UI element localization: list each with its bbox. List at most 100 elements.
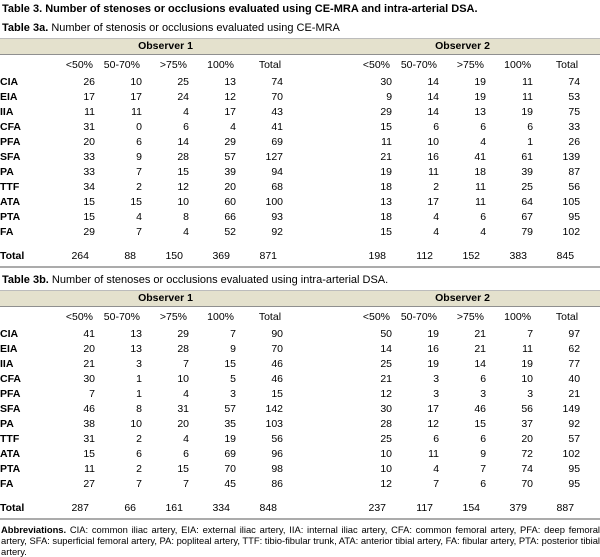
data-cell: 9 bbox=[230, 343, 236, 355]
data-cell: 29 bbox=[177, 328, 189, 340]
data-cell: 3 bbox=[480, 388, 487, 400]
data-cell: 24 bbox=[177, 91, 189, 103]
row-middle-spacer bbox=[283, 447, 345, 462]
table-3b-caption-number: Table 3b. bbox=[2, 274, 49, 286]
row-middle-spacer bbox=[283, 195, 345, 210]
data-cell: 17 bbox=[130, 91, 142, 103]
data-cell: 3 bbox=[230, 388, 236, 400]
column-header: <50% bbox=[65, 311, 93, 323]
column-header: >75% bbox=[456, 311, 485, 323]
data-cell: 16 bbox=[427, 151, 440, 163]
data-cell: 6 bbox=[183, 121, 189, 133]
data-cell: 90 bbox=[271, 328, 284, 340]
artery-row-label: ATA bbox=[0, 448, 21, 460]
observer-band-row: Observer 1 Observer 2 bbox=[0, 290, 600, 307]
data-cell: 31 bbox=[83, 433, 95, 445]
data-cell: 40 bbox=[568, 373, 581, 385]
row-right-filler bbox=[580, 165, 600, 180]
table-3a-caption: Table 3a. Number of stenosis or occlusio… bbox=[0, 16, 600, 35]
data-cell: 154 bbox=[462, 502, 481, 514]
row-middle-spacer bbox=[283, 165, 345, 180]
band-label-spacer bbox=[0, 38, 48, 55]
data-cell: 8 bbox=[136, 403, 142, 415]
data-cell: 25 bbox=[380, 358, 393, 370]
row-right-filler bbox=[580, 90, 600, 105]
data-cell: 75 bbox=[568, 106, 581, 118]
table-row: PTA 15 4 8 66 93 18 4 6 67 95 bbox=[0, 210, 600, 225]
total-label: Total bbox=[0, 250, 25, 262]
data-cell: 117 bbox=[416, 502, 434, 514]
band-middle-spacer bbox=[283, 38, 346, 55]
data-cell: 87 bbox=[568, 166, 581, 178]
table-3b-caption: Table 3b. Number of stenoses or occlusio… bbox=[0, 268, 600, 287]
column-header: >75% bbox=[456, 59, 485, 71]
row-right-filler bbox=[580, 432, 600, 447]
row-right-filler bbox=[580, 105, 600, 120]
table-row: FA 29 7 4 52 92 15 4 4 79 102 bbox=[0, 225, 600, 240]
data-cell: 46 bbox=[271, 373, 284, 385]
data-cell: 43 bbox=[271, 106, 284, 118]
data-cell: 102 bbox=[562, 448, 581, 460]
row-right-filler bbox=[580, 135, 600, 150]
data-cell: 29 bbox=[224, 136, 236, 148]
column-header: 50-70% bbox=[103, 311, 140, 323]
column-header: Total bbox=[258, 59, 282, 71]
artery-row-label: PFA bbox=[0, 388, 21, 400]
data-cell: 46 bbox=[271, 358, 284, 370]
row-middle-spacer bbox=[283, 135, 345, 150]
data-cell: 95 bbox=[568, 211, 581, 223]
data-cell: 10 bbox=[130, 418, 142, 430]
column-header: 50-70% bbox=[400, 59, 438, 71]
data-cell: 845 bbox=[556, 250, 575, 262]
data-cell: 105 bbox=[562, 196, 581, 208]
data-cell: 30 bbox=[380, 403, 393, 415]
row-right-filler bbox=[580, 492, 600, 519]
data-cell: 287 bbox=[71, 502, 89, 514]
data-cell: 334 bbox=[212, 502, 230, 514]
column-header: 100% bbox=[207, 311, 234, 323]
row-middle-spacer bbox=[283, 387, 345, 402]
data-cell: 95 bbox=[568, 478, 581, 490]
data-cell: 13 bbox=[130, 343, 142, 355]
data-cell: 66 bbox=[224, 211, 236, 223]
data-cell: 34 bbox=[83, 181, 95, 193]
colheader-middle-spacer bbox=[283, 55, 345, 76]
data-cell: 69 bbox=[224, 448, 236, 460]
data-cell: 4 bbox=[433, 463, 440, 475]
data-cell: 142 bbox=[265, 403, 284, 415]
data-cell: 2 bbox=[136, 433, 142, 445]
row-right-filler bbox=[580, 357, 600, 372]
table-row: CIA 26 10 25 13 74 30 14 19 11 74 bbox=[0, 75, 600, 90]
artery-row-label: TTF bbox=[0, 181, 20, 193]
data-cell: 29 bbox=[83, 226, 95, 238]
data-cell: 7 bbox=[136, 226, 142, 238]
row-right-filler bbox=[580, 447, 600, 462]
row-middle-spacer bbox=[283, 150, 345, 165]
data-cell: 4 bbox=[183, 433, 189, 445]
data-cell: 16 bbox=[427, 343, 440, 355]
data-cell: 6 bbox=[433, 433, 440, 445]
data-cell: 13 bbox=[224, 76, 236, 88]
data-cell: 15 bbox=[380, 226, 393, 238]
row-right-filler bbox=[580, 342, 600, 357]
column-header: Total bbox=[555, 59, 579, 71]
dsa-stenosis-table: Observer 1 Observer 2 <50% 50-70% >75% 100% To… bbox=[0, 290, 600, 520]
observer-2-header: Observer 2 bbox=[345, 290, 581, 307]
data-cell: 17 bbox=[224, 106, 236, 118]
abbreviations-label: Abbreviations. bbox=[1, 524, 67, 535]
row-right-filler bbox=[580, 225, 600, 240]
table-row: CFA 31 0 6 4 41 15 6 6 6 33 bbox=[0, 120, 600, 135]
data-cell: 11 bbox=[131, 106, 142, 118]
data-cell: 74 bbox=[271, 76, 284, 88]
column-header: >75% bbox=[159, 311, 187, 323]
row-right-filler bbox=[580, 75, 600, 90]
table-row: PA 33 7 15 39 94 19 11 18 39 87 bbox=[0, 165, 600, 180]
data-cell: 20 bbox=[224, 181, 236, 193]
artery-row-label: CIA bbox=[0, 328, 19, 340]
data-cell: 161 bbox=[165, 502, 183, 514]
column-header: <50% bbox=[362, 311, 391, 323]
table-row: EIA 17 17 24 12 70 9 14 19 11 53 bbox=[0, 90, 600, 105]
data-cell: 69 bbox=[271, 136, 284, 148]
table3-main-title: Table 3. Number of stenoses or occlusion… bbox=[2, 3, 478, 15]
data-cell: 92 bbox=[568, 418, 581, 430]
